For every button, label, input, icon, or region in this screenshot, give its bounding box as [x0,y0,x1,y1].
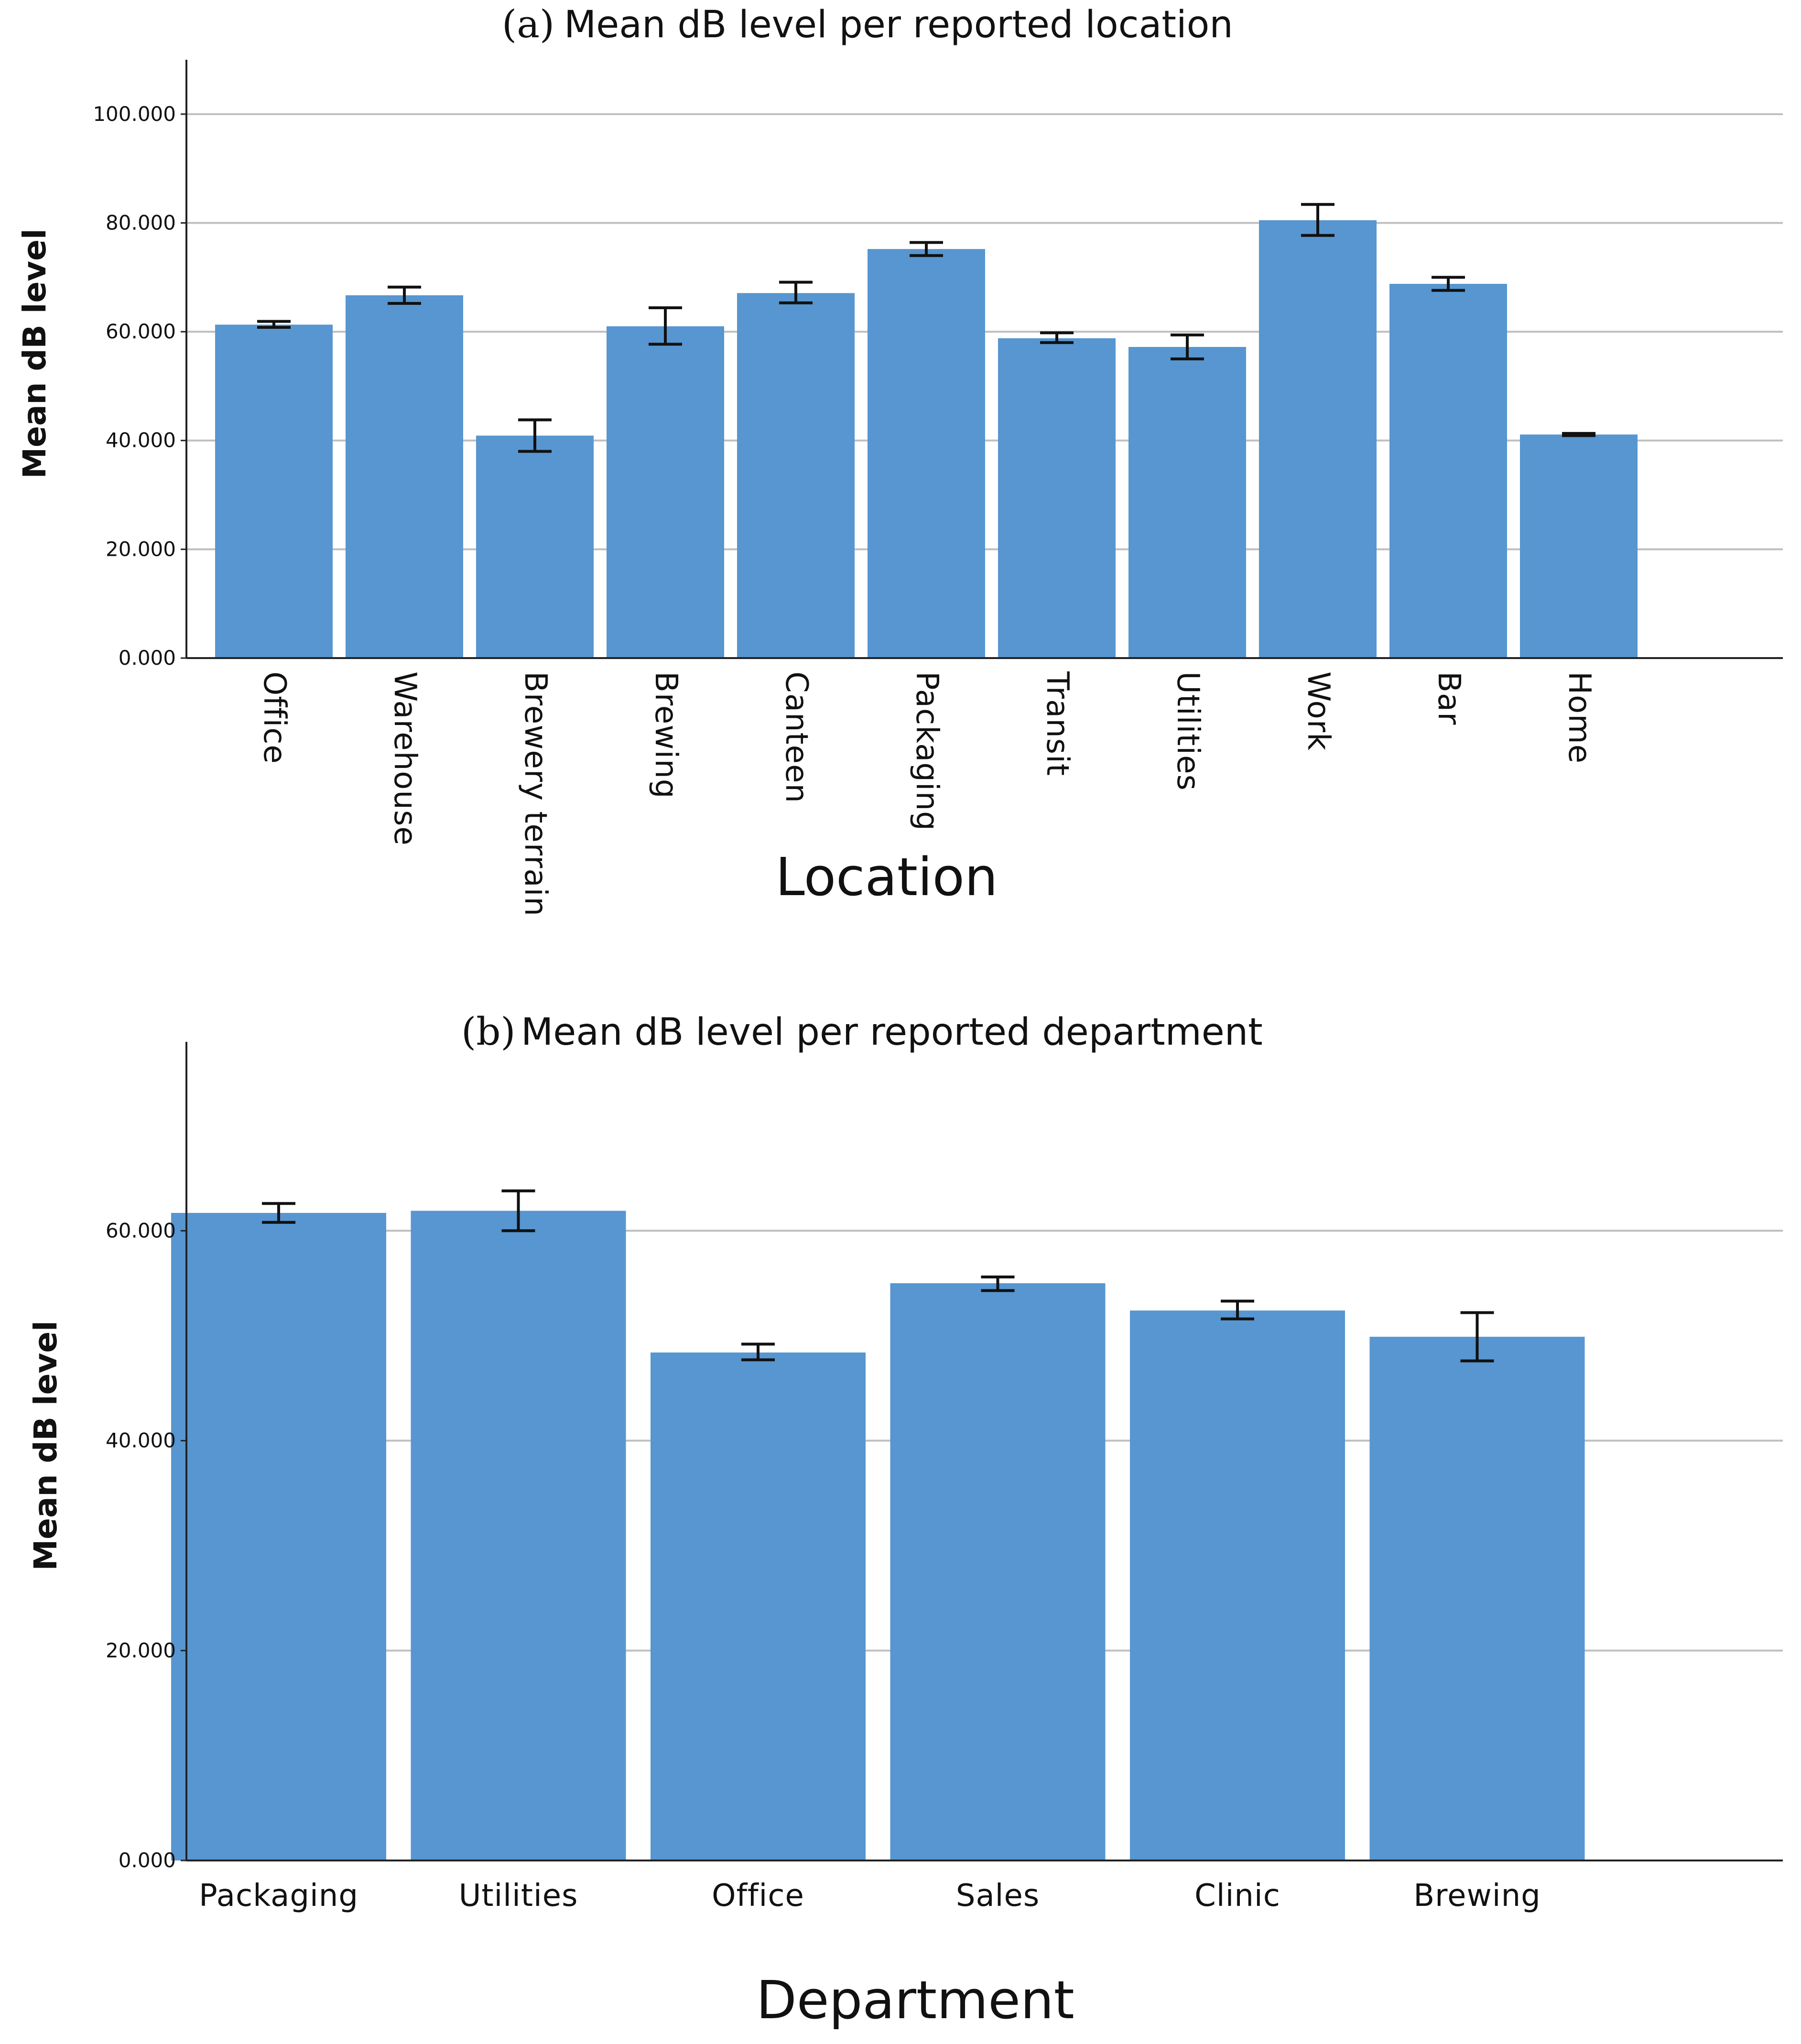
chart-panel-department: (b) Mean dB level per reported departmen… [27,1009,1783,2031]
panel-a-bar [1128,346,1246,658]
panel-b-title: Mean dB level per reported department [521,1011,1263,1054]
panel-a-error-bar [257,320,291,329]
panel-a-y-axis-label: Mean dB level [16,228,53,478]
panel-a-label: (a) [502,2,554,46]
panel-a-error-bar [1040,331,1074,344]
panel-b-category-label: Brewing [1413,1878,1541,1914]
panel-b-error-bar [501,1189,535,1233]
panel-a-category-label: Home [1562,671,1597,764]
panel-a-bar [346,295,463,658]
panel-a-y-tick-label: 0.000 [119,646,176,670]
panel-a-error-bar [649,306,682,346]
panel-a-y-tick-label: 100.000 [93,102,176,126]
panel-a-y-tick-label: 20.000 [106,537,176,561]
panel-b-category-label: Clinic [1194,1878,1280,1914]
panel-b-error-bar [262,1202,295,1224]
panel-a-bar [1259,220,1377,658]
panel-b-y-tick-label: 40.000 [106,1429,176,1452]
panel-b-error-bar [1221,1299,1254,1320]
panel-a-error-bar [1432,276,1465,292]
panel-a-category-label: Utilities [1170,671,1205,791]
panel-a-error-bar [388,285,421,305]
panel-a-y-tick-label: 40.000 [106,429,176,452]
panel-a-error-bar [1171,333,1204,360]
panel-b-category-label: Office [712,1878,804,1914]
panel-a-title: Mean dB level per reported location [564,3,1233,46]
panel-a-error-bar [1562,432,1595,437]
panel-b-error-bar [741,1342,775,1362]
panel-a-y-tick-label: 60.000 [106,320,176,343]
panel-a-bar [998,338,1116,658]
panel-a-bar [1520,434,1638,658]
panel-a-category-label: Bar [1431,671,1466,725]
panel-b-label: (b) [461,1009,516,1054]
panel-a-error-bar [1301,203,1334,237]
panel-a-error-bar [910,241,943,257]
panel-a-category-label: Transit [1040,671,1075,776]
panel-a-bar [476,435,594,658]
panel-a-error-bar [518,418,552,453]
panel-b-bar [651,1352,866,1860]
panel-a-category-label: Warehouse [387,671,423,846]
chart-panel-location: (a) Mean dB level per reported location … [16,2,1783,917]
panel-b-x-axis-label: Department [756,1969,1074,2031]
panel-b-bar [411,1211,626,1860]
panel-a-bar [1389,283,1507,658]
panel-b-y-axis-label: Mean dB level [27,1320,64,1570]
panel-a-bar [737,293,855,658]
panel-b-bar [1130,1310,1345,1860]
panel-a-y-tick-label: 80.000 [106,211,176,234]
panel-a-error-bar [779,281,813,304]
panel-a-category-label: Work [1301,671,1336,751]
panel-b-error-bar [981,1275,1015,1292]
panel-a-category-label: Canteen [779,671,814,803]
panel-a-category-label: Brewery terrain [518,671,553,917]
panel-b-bar [890,1283,1106,1860]
panel-b-error-bar [1460,1311,1494,1363]
panel-a-category-label: Brewing [648,671,684,799]
panel-b-bar [1369,1337,1585,1860]
panel-b-category-label: Sales [956,1878,1040,1914]
panel-b-y-tick-label: 20.000 [106,1639,176,1662]
panel-a-bar [868,249,985,658]
panel-b-y-tick-label: 60.000 [106,1219,176,1242]
panel-b-category-label: Packaging [199,1878,358,1914]
panel-a-bar [215,324,333,658]
panel-a-bar [607,326,724,658]
panel-b-y-tick-label: 0.000 [119,1849,176,1872]
panel-a-category-label: Packaging [909,671,944,831]
panel-b-bar [171,1212,386,1860]
panel-b-category-label: Utilities [459,1878,578,1914]
panel-a-x-axis-label: Location [775,846,998,908]
panel-a-category-label: Office [257,671,292,764]
